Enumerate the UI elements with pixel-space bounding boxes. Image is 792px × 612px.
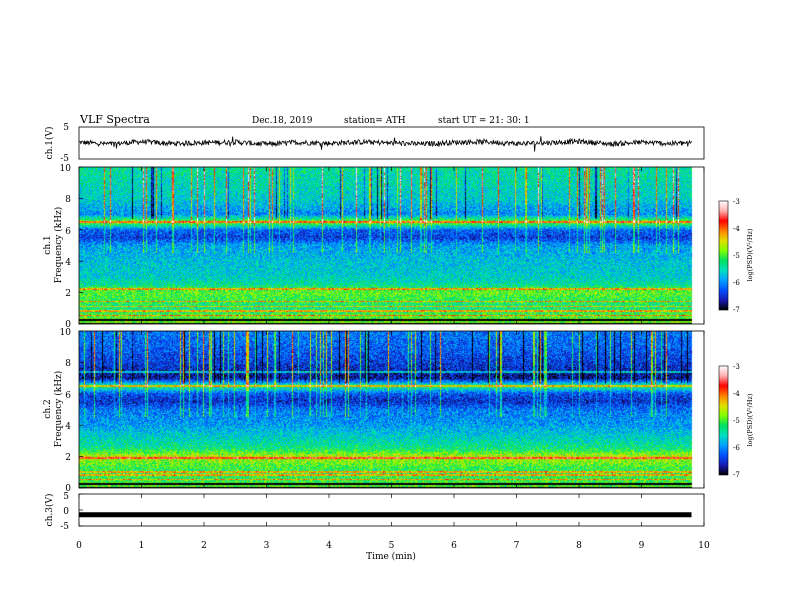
xtick-8: 8 — [576, 541, 582, 551]
station-label: station= ATH — [344, 116, 406, 126]
figure-title: VLF Spectra — [79, 113, 150, 126]
ch1-waveform-ylabel: ch.1(V) — [44, 127, 55, 160]
ch3-waveform-ylabel: ch.3(V) — [44, 494, 55, 527]
ch2-spectrogram-ylabel: ch.2 — [43, 399, 53, 418]
ch2-ytick-6: 6 — [65, 391, 71, 401]
ch1-spectrogram-ylabel: ch.1 — [43, 235, 53, 254]
xtick-7: 7 — [514, 541, 520, 551]
ch2-cb-tick-minus5: -5 — [733, 417, 740, 425]
time-axis: 0 1 2 3 4 5 6 7 8 9 10 Time (min) — [76, 541, 710, 562]
xtick-0: 0 — [76, 541, 82, 551]
ch1-waveform-panel: 5 -5 ch.1(V) — [44, 123, 705, 164]
ch2-ytick-0: 0 — [65, 484, 71, 494]
date-label: Dec.18, 2019 — [252, 116, 313, 126]
xtick-1: 1 — [139, 541, 145, 551]
ch3-ytick-5: 5 — [63, 492, 69, 502]
xtick-3: 3 — [264, 541, 270, 551]
xtick-10: 10 — [698, 541, 710, 551]
ch1-ytick-6: 6 — [65, 227, 71, 237]
xtick-4: 4 — [326, 541, 332, 551]
ch3-ytick-0: 0 — [63, 507, 69, 517]
ch2-colorbar-gradient — [718, 365, 729, 476]
ch2-ytick-10: 10 — [60, 328, 72, 338]
ch2-cb-tick-minus4: -4 — [733, 390, 740, 398]
ch1-ytick-0: 0 — [65, 320, 71, 330]
ch1-waveform-frame — [78, 126, 705, 160]
ch1-ytick-bottom: -5 — [60, 154, 69, 164]
ch1-ytick-4: 4 — [65, 258, 71, 268]
xtick-9: 9 — [639, 541, 645, 551]
ch1-cb-tick-minus7: -7 — [733, 306, 740, 314]
ch2-spectrogram-panel: 10 8 6 4 2 0 ch.2 Frequency (kHz) — [43, 328, 705, 494]
ch2-cb-tick-minus7: -7 — [733, 471, 740, 479]
ch2-ytick-4: 4 — [65, 422, 71, 432]
ch1-colorbar: -3 -4 -5 -6 -7 log(PSD)(V²/Hz) — [718, 198, 754, 314]
ch3-waveform-frame — [78, 493, 705, 527]
ch2-colorbar: -3 -4 -5 -6 -7 log(PSD)(V²/Hz) — [718, 363, 754, 479]
ch2-spectrogram-image — [79, 331, 704, 488]
ch3-ytick-minus5: -5 — [60, 522, 69, 532]
ch3-waveform-panel: 5 0 -5 ch.3(V) — [44, 492, 705, 532]
ch1-cb-tick-minus5: -5 — [733, 252, 740, 260]
time-axis-label: Time (min) — [366, 551, 416, 562]
ch2-cb-tick-minus6: -6 — [733, 444, 740, 452]
ch2-ytick-2: 2 — [65, 453, 71, 463]
xtick-2: 2 — [201, 541, 207, 551]
ch1-ytick-top: 5 — [63, 123, 69, 133]
xtick-6: 6 — [451, 541, 457, 551]
ch1-spectrogram-panel: 10 8 6 4 2 0 ch.1 Frequency (kHz) — [43, 164, 705, 330]
ch1-waveform-trace — [78, 136, 692, 152]
ch1-ytick-10: 10 — [60, 164, 72, 174]
ch1-colorbar-gradient — [718, 200, 729, 311]
ch2-frequency-ylabel: Frequency (kHz) — [53, 371, 64, 448]
ch1-colorbar-label: log(PSD)(V²/Hz) — [746, 228, 754, 281]
ch2-colorbar-label: log(PSD)(V²/Hz) — [746, 393, 754, 446]
ch2-cb-tick-minus3: -3 — [733, 363, 740, 371]
ch1-spectrogram-image — [79, 167, 704, 324]
ch1-ytick-8: 8 — [65, 195, 71, 205]
xtick-5: 5 — [389, 541, 395, 551]
ch1-ytick-2: 2 — [65, 289, 71, 299]
ch1-cb-tick-minus4: -4 — [733, 225, 740, 233]
ch1-cb-tick-minus6: -6 — [733, 279, 740, 287]
ch1-cb-tick-minus3: -3 — [733, 198, 740, 206]
start-time-label: start UT = 21: 30: 1 — [438, 116, 530, 126]
ch2-ytick-8: 8 — [65, 359, 71, 369]
ch1-frequency-ylabel: Frequency (kHz) — [53, 207, 64, 284]
